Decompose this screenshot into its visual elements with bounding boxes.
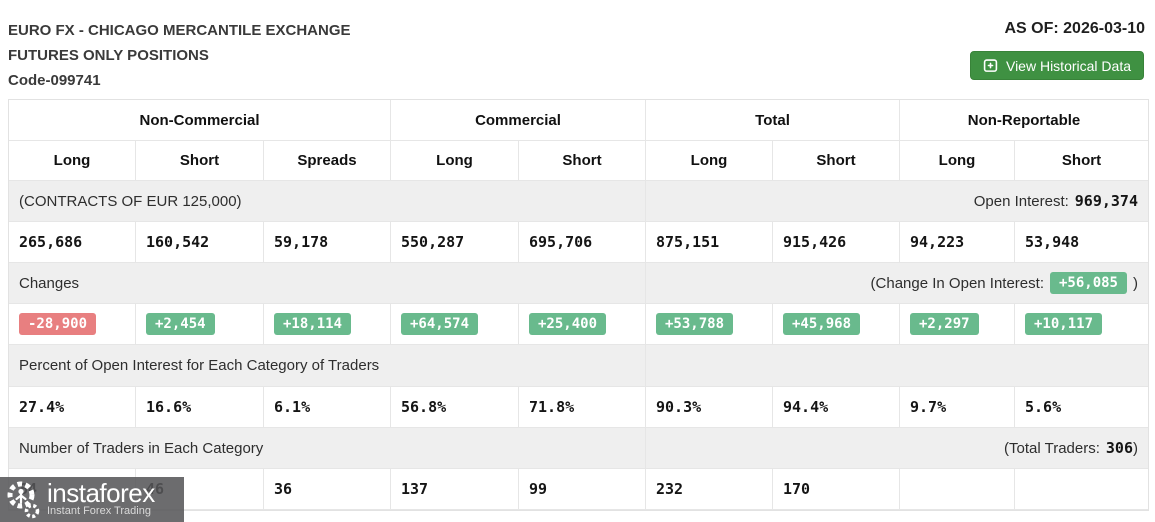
- instaforex-watermark: instaforex Instant Forex Trading: [0, 477, 184, 522]
- changes-label: Changes: [9, 263, 646, 304]
- change-oi-suffix: ): [1133, 274, 1138, 292]
- column-header-c-short: Short: [519, 141, 646, 181]
- instaforex-brand-name: instaforex: [47, 478, 155, 508]
- change-cell: +2,297: [900, 304, 1015, 345]
- instaforex-gear-logo-icon: [5, 480, 41, 520]
- change-badge: +10,117: [1025, 313, 1103, 335]
- change-cell: +2,454: [136, 304, 264, 345]
- report-title-block: EURO FX - CHICAGO MERCANTILE EXCHANGE FU…: [8, 18, 351, 93]
- report-code: Code-099741: [8, 72, 101, 89]
- position-cell: 550,287: [391, 222, 519, 263]
- position-cell: 875,151: [646, 222, 773, 263]
- change-cell: +18,114: [264, 304, 391, 345]
- traders-cell: 137: [391, 469, 519, 510]
- change-badge: +2,297: [910, 313, 979, 335]
- position-cell: 695,706: [519, 222, 646, 263]
- percent-cell: 6.1%: [264, 387, 391, 428]
- group-header-commercial: Commercial: [391, 100, 646, 141]
- contracts-label: (CONTRACTS OF EUR 125,000): [9, 181, 646, 222]
- column-header-nc-long: Long: [9, 141, 136, 181]
- total-traders-banner: (Total Traders: 306 ): [646, 428, 1148, 469]
- group-header-noncommercial: Non-Commercial: [9, 100, 391, 141]
- column-header-t-long: Long: [646, 141, 773, 181]
- change-badge: +2,454: [146, 313, 215, 335]
- open-interest-value: 969,374: [1074, 192, 1138, 210]
- position-cell: 59,178: [264, 222, 391, 263]
- group-header-nonreportable: Non-Reportable: [900, 100, 1148, 141]
- traders-cell: [1015, 469, 1148, 510]
- traders-cell: 232: [646, 469, 773, 510]
- position-cell: 53,948: [1015, 222, 1148, 263]
- traders-cell: 36: [264, 469, 391, 510]
- total-traders-suffix: ): [1133, 439, 1138, 457]
- column-header-c-long: Long: [391, 141, 519, 181]
- cot-table: Non-Commercial Commercial Total Non-Repo…: [8, 99, 1149, 511]
- change-cell: -28,900: [9, 304, 136, 345]
- traders-cell: 99: [519, 469, 646, 510]
- change-oi-badge: +56,085: [1049, 272, 1127, 294]
- total-traders-prefix: (Total Traders:: [1004, 439, 1100, 457]
- change-badge: +25,400: [529, 313, 607, 335]
- percent-cell: 5.6%: [1015, 387, 1148, 428]
- report-subtitle: FUTURES ONLY POSITIONS: [8, 47, 209, 64]
- change-badge: +53,788: [656, 313, 734, 335]
- position-cell: 160,542: [136, 222, 264, 263]
- change-badge: +64,574: [401, 313, 479, 335]
- view-historical-data-label: View Historical Data: [1005, 57, 1131, 74]
- percent-banner-right: [646, 345, 1148, 387]
- calendar-plus-icon: [983, 58, 998, 73]
- position-cell: 265,686: [9, 222, 136, 263]
- column-header-nr-long: Long: [900, 141, 1015, 181]
- open-interest-banner: Open Interest: 969,374: [646, 181, 1148, 222]
- change-in-open-interest-banner: (Change In Open Interest: +56,085 ): [646, 263, 1148, 304]
- traders-cell: [900, 469, 1015, 510]
- as-of-date: AS OF: 2026-03-10: [1004, 20, 1145, 37]
- percent-cell: 94.4%: [773, 387, 900, 428]
- change-badge: +18,114: [274, 313, 352, 335]
- traders-cell: 170: [773, 469, 900, 510]
- instaforex-tagline: Instant Forex Trading: [47, 505, 151, 517]
- open-interest-label: Open Interest:: [973, 192, 1069, 210]
- change-cell: +10,117: [1015, 304, 1148, 345]
- percent-cell: 56.8%: [391, 387, 519, 428]
- report-title: EURO FX - CHICAGO MERCANTILE EXCHANGE: [8, 22, 351, 39]
- group-header-total: Total: [646, 100, 900, 141]
- view-historical-data-button[interactable]: View Historical Data: [969, 51, 1144, 80]
- percent-cell: 71.8%: [519, 387, 646, 428]
- percent-cell: 16.6%: [136, 387, 264, 428]
- position-cell: 94,223: [900, 222, 1015, 263]
- change-badge: -28,900: [19, 313, 97, 335]
- column-header-nc-short: Short: [136, 141, 264, 181]
- traders-label: Number of Traders in Each Category: [9, 428, 646, 469]
- change-oi-prefix: (Change In Open Interest:: [870, 274, 1044, 292]
- percent-label: Percent of Open Interest for Each Catego…: [9, 345, 646, 387]
- percent-cell: 9.7%: [900, 387, 1015, 428]
- column-header-nc-spreads: Spreads: [264, 141, 391, 181]
- column-header-nr-short: Short: [1015, 141, 1148, 181]
- change-cell: +64,574: [391, 304, 519, 345]
- change-cell: +45,968: [773, 304, 900, 345]
- percent-cell: 27.4%: [9, 387, 136, 428]
- percent-cell: 90.3%: [646, 387, 773, 428]
- change-badge: +45,968: [783, 313, 861, 335]
- change-cell: +25,400: [519, 304, 646, 345]
- total-traders-value: 306: [1105, 439, 1133, 457]
- change-cell: +53,788: [646, 304, 773, 345]
- column-header-t-short: Short: [773, 141, 900, 181]
- position-cell: 915,426: [773, 222, 900, 263]
